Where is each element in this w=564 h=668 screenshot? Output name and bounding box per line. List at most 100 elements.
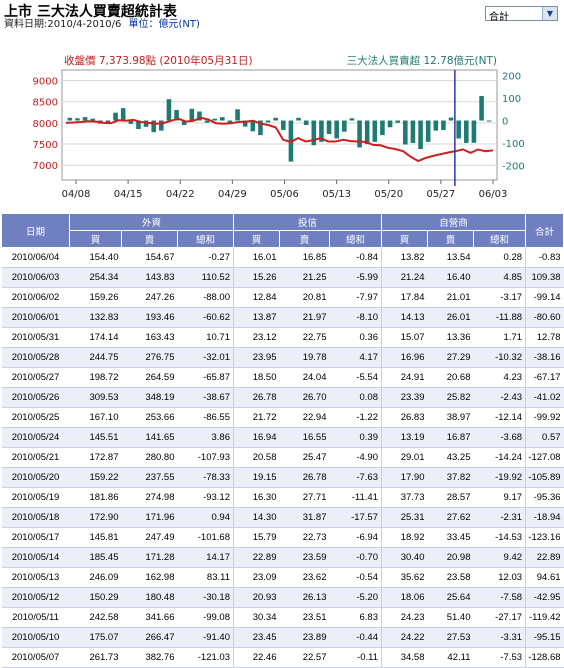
cell-value: 26.01 bbox=[427, 307, 474, 328]
cell-value: 25.82 bbox=[427, 387, 474, 408]
table-row: 2010/05/25 167.10 253.66 -86.55 21.72 22.94 -1… bbox=[1, 407, 564, 428]
cell-value: 247.49 bbox=[121, 527, 178, 548]
cell-value: 13.82 bbox=[381, 247, 428, 268]
cell-date: 2010/05/31 bbox=[1, 327, 70, 348]
cell-value: -88.00 bbox=[177, 287, 234, 308]
cell-value: 13.54 bbox=[427, 247, 474, 268]
cell-value: 174.14 bbox=[69, 327, 122, 348]
net-buy-bar bbox=[425, 120, 431, 142]
cell-value: 14.17 bbox=[177, 547, 234, 568]
cell-value: 237.55 bbox=[121, 467, 178, 488]
cell-value: 247.26 bbox=[121, 287, 178, 308]
cell-value: 24.22 bbox=[381, 627, 428, 648]
cell-value: 23.12 bbox=[233, 327, 280, 348]
cell-value: 19.78 bbox=[279, 347, 330, 368]
cell-value: -123.16 bbox=[525, 527, 564, 548]
cell-value: -80.60 bbox=[525, 307, 564, 328]
cell-value: 18.06 bbox=[381, 587, 428, 608]
net-buy-bar bbox=[387, 120, 393, 128]
cell-value: 31.87 bbox=[279, 507, 330, 528]
net-buy-bar bbox=[143, 120, 149, 127]
net-buy-bar bbox=[220, 117, 225, 121]
cell-value: 35.62 bbox=[381, 567, 428, 588]
cell-date: 2010/05/26 bbox=[1, 387, 70, 408]
header-date[interactable]: 日期 bbox=[1, 213, 70, 248]
net-buy-bar bbox=[82, 117, 88, 121]
cell-date: 2010/05/18 bbox=[1, 507, 70, 528]
cell-value: 6.83 bbox=[329, 607, 382, 628]
cell-value: 23.62 bbox=[279, 567, 330, 588]
cell-value: -41.02 bbox=[525, 387, 564, 408]
table-row: 2010/05/07 261.73 382.76 -121.03 22.46 22.57-… bbox=[1, 647, 564, 668]
net-buy-bar bbox=[189, 108, 195, 121]
cell-value: 0.94 bbox=[177, 507, 234, 528]
cell-value: 145.81 bbox=[69, 527, 122, 548]
cell-value: 23.95 bbox=[233, 347, 280, 368]
cell-date: 2010/05/07 bbox=[1, 647, 70, 668]
cell-value: 143.83 bbox=[121, 267, 178, 288]
cell-value: 0.57 bbox=[525, 427, 564, 448]
cell-value: 132.83 bbox=[69, 307, 122, 328]
cell-value: 83.11 bbox=[177, 567, 234, 588]
cell-value: 13.19 bbox=[381, 427, 428, 448]
chevron-down-icon[interactable]: ▼ bbox=[542, 7, 557, 20]
cell-value: 37.82 bbox=[427, 467, 474, 488]
net-buy-bar bbox=[227, 120, 233, 123]
right-tick-label: -200 bbox=[502, 161, 525, 172]
header-trust-buy: 買 bbox=[233, 230, 280, 248]
cell-value: 37.73 bbox=[381, 487, 428, 508]
cell-value: 27.29 bbox=[427, 347, 474, 368]
header-foreign-net: 總和 bbox=[177, 230, 234, 248]
net-buy-bar bbox=[410, 120, 416, 143]
net-buy-bar bbox=[113, 112, 118, 121]
net-buy-bar bbox=[281, 120, 286, 130]
cell-value: 22.89 bbox=[525, 547, 564, 568]
left-tick-label: 8000 bbox=[33, 119, 58, 130]
table-row: 2010/05/12 150.29 180.48 -30.18 20.93 26.13 -5… bbox=[1, 587, 564, 608]
cell-value: -60.62 bbox=[177, 307, 234, 328]
x-tick-label: 06/03 bbox=[479, 189, 508, 200]
cell-value: -0.84 bbox=[329, 247, 382, 268]
net-buy-bar bbox=[67, 117, 73, 121]
cell-value: 0.28 bbox=[473, 247, 527, 268]
cell-value: 9.17 bbox=[473, 487, 527, 508]
cell-value: 30.40 bbox=[381, 547, 428, 568]
cell-value: 4.85 bbox=[473, 267, 527, 288]
net-buy-bar bbox=[235, 109, 240, 121]
cell-value: 17.84 bbox=[381, 287, 428, 308]
cell-value: -121.03 bbox=[177, 647, 234, 668]
cell-value: 21.01 bbox=[427, 287, 474, 308]
net-buy-bar bbox=[342, 120, 347, 132]
net-buy-bar bbox=[166, 99, 172, 121]
left-tick-label: 7500 bbox=[33, 140, 58, 151]
cell-value: 24.91 bbox=[381, 367, 428, 388]
cell-value: 33.45 bbox=[427, 527, 474, 548]
cell-value: 172.87 bbox=[69, 447, 122, 468]
table-row: 2010/05/19 181.86 274.98 -93.12 16.30 27.71 -1… bbox=[1, 487, 564, 508]
net-buy-bar bbox=[311, 120, 317, 146]
cell-value: 22.75 bbox=[279, 327, 330, 348]
cell-value: 254.34 bbox=[69, 267, 122, 288]
cell-date: 2010/05/14 bbox=[1, 547, 70, 568]
cell-value: 26.78 bbox=[233, 387, 280, 408]
cell-value: 109.38 bbox=[525, 267, 564, 288]
left-tick-label: 8500 bbox=[33, 98, 58, 109]
cell-value: 25.47 bbox=[279, 447, 330, 468]
net-buy-bar bbox=[372, 120, 378, 142]
date-range: 資料日期:2010/4-2010/6 bbox=[4, 19, 122, 30]
x-tick-label: 04/08 bbox=[62, 189, 91, 200]
cell-value: 20.68 bbox=[427, 367, 474, 388]
cell-value: 20.98 bbox=[427, 547, 474, 568]
cell-value: 38.97 bbox=[427, 407, 474, 428]
cell-value: -2.43 bbox=[473, 387, 527, 408]
net-buy-bar bbox=[250, 120, 256, 132]
investor-type-select[interactable]: 合計 ▼ bbox=[485, 6, 558, 23]
net-buy-bar bbox=[395, 120, 400, 123]
cell-date: 2010/05/19 bbox=[1, 487, 70, 508]
cell-value: -5.99 bbox=[329, 267, 382, 288]
cell-value: -11.88 bbox=[473, 307, 527, 328]
cell-value: 23.39 bbox=[381, 387, 428, 408]
cell-value: -17.57 bbox=[329, 507, 382, 528]
right-tick-label: 0 bbox=[502, 117, 508, 128]
cell-value: 154.40 bbox=[69, 247, 122, 268]
